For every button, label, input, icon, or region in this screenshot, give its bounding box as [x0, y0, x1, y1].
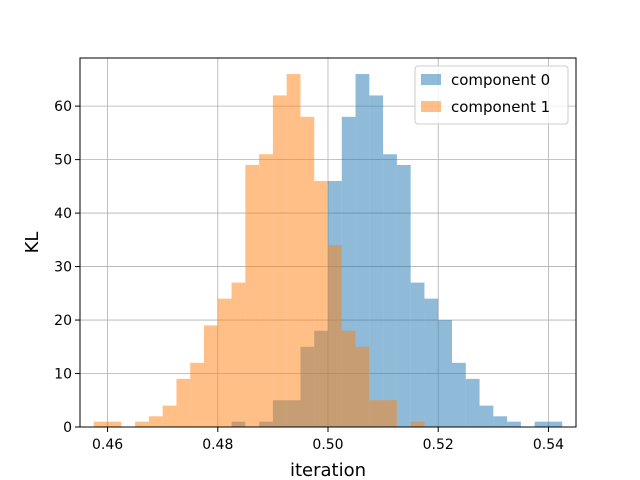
histogram-bars [93, 74, 563, 428]
y-axis-label: KL [22, 232, 43, 254]
histogram-bar-component-0 [383, 154, 397, 427]
histogram-bar-component-0 [355, 74, 370, 427]
histogram-bar-component-0 [369, 95, 384, 427]
axis-ticks: 0.46 0.48 0.50 0.52 0.54 0 10 20 30 40 50 60 [54, 99, 564, 453]
histogram-bar-component-1 [410, 421, 425, 427]
histogram-bar-component-0 [465, 378, 480, 427]
y-tick-label: 60 [54, 99, 72, 115]
histogram-bar-component-0 [396, 164, 411, 427]
histogram-bar-component-1 [245, 164, 260, 427]
legend: component 0 component 1 [414, 65, 569, 125]
legend-swatch-component-0 [421, 74, 441, 85]
histogram-bar-component-1 [176, 378, 191, 427]
legend-swatch-component-1 [421, 101, 441, 112]
histogram-bar-component-1 [93, 421, 108, 427]
histogram-bar-component-1 [259, 154, 273, 427]
legend-box [414, 65, 569, 125]
legend-label-component-1: component 1 [451, 98, 550, 116]
histogram-bar-component-0 [493, 416, 508, 427]
x-tick-label: 0.46 [92, 437, 123, 453]
histogram-bar-component-1 [300, 116, 315, 428]
x-axis-label: iteration [290, 460, 366, 480]
x-tick-label: 0.54 [533, 437, 564, 453]
histogram-bar-component-1 [135, 421, 149, 427]
histogram-bar-component-1 [190, 362, 204, 427]
y-tick-label: 10 [54, 367, 72, 383]
histogram-bar-component-1 [217, 298, 232, 427]
x-tick-label: 0.48 [202, 437, 233, 453]
histogram-bar-component-1 [314, 181, 328, 427]
x-tick-label: 0.50 [312, 437, 343, 453]
histogram-bar-component-0 [479, 405, 494, 427]
histogram-bar-component-0 [438, 320, 452, 427]
histogram-bar-component-1 [272, 95, 287, 427]
histogram-bar-component-0 [548, 421, 563, 427]
histogram-bar-component-1 [369, 400, 384, 427]
y-tick-label: 30 [54, 260, 72, 276]
histogram-bar-component-1 [286, 74, 301, 427]
histogram-bar-component-1 [148, 416, 163, 427]
histogram-bar-component-1 [355, 346, 370, 427]
histogram-bar-component-1 [383, 400, 397, 427]
y-tick-label: 0 [63, 420, 72, 436]
x-tick-label: 0.52 [423, 437, 454, 453]
histogram-bar-component-1 [341, 330, 356, 427]
histogram-bar-component-0 [507, 421, 521, 427]
histogram-bar-component-1 [328, 245, 342, 427]
histogram-bar-component-1 [231, 282, 246, 427]
histogram-bar-component-1 [204, 325, 218, 427]
histogram-bar-component-0 [534, 421, 549, 427]
histogram-bar-component-1 [162, 405, 177, 427]
histogram-bar-component-0 [410, 282, 425, 427]
histogram-bar-component-1 [107, 421, 122, 427]
y-tick-label: 40 [54, 206, 72, 222]
y-tick-label: 20 [54, 313, 72, 329]
histogram-bar-component-0 [424, 298, 439, 427]
y-tick-label: 50 [54, 153, 72, 169]
histogram-bar-component-0 [452, 362, 466, 427]
legend-label-component-0: component 0 [451, 71, 550, 89]
